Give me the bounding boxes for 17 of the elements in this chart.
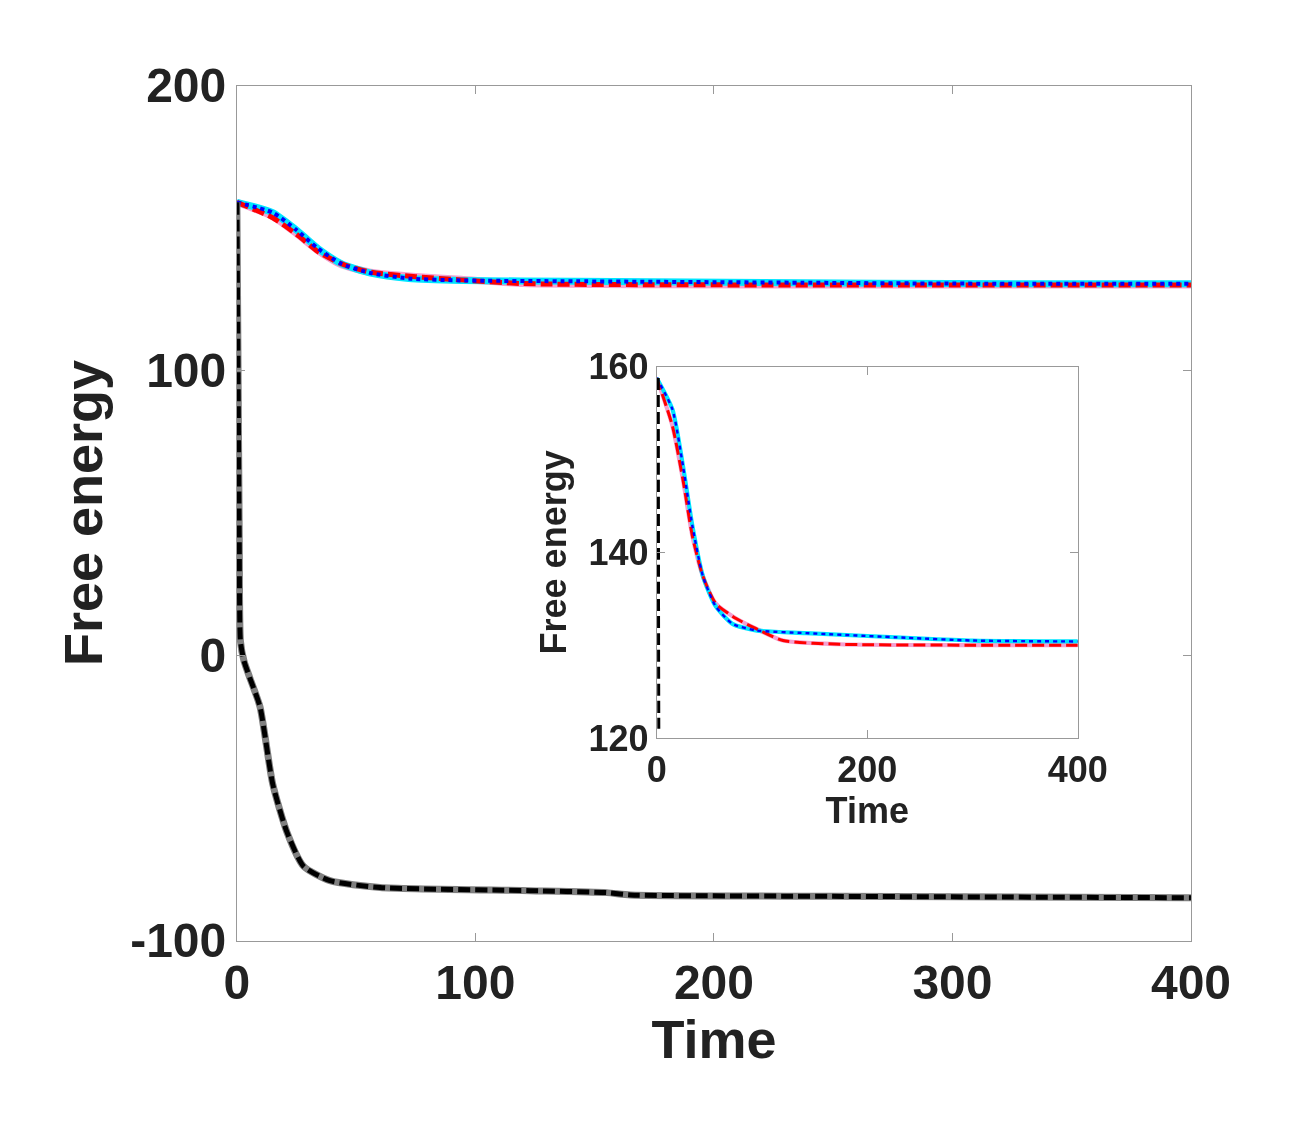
x-tick-label: 300 <box>912 956 993 1010</box>
x-axis-title: Time <box>651 1009 777 1070</box>
y-axis-title: Free energy <box>533 450 575 655</box>
x-tick-label: 200 <box>673 956 754 1010</box>
x-tick-label: 200 <box>837 749 898 791</box>
y-tick-label: 120 <box>588 717 649 759</box>
y-tick-label: 160 <box>588 346 649 388</box>
y-tick-label: 200 <box>146 59 227 113</box>
y-tick-label: -100 <box>130 914 227 968</box>
x-tick-label: 400 <box>1150 956 1232 1010</box>
y-tick-label: 100 <box>146 344 227 398</box>
y-tick-label: 0 <box>199 629 227 683</box>
x-axis-title: Time <box>825 790 909 832</box>
x-tick-label: 100 <box>435 956 516 1010</box>
y-axis-title: Free energy <box>52 359 113 667</box>
x-tick-label: 400 <box>1047 749 1108 791</box>
y-tick-label: 140 <box>588 531 649 573</box>
